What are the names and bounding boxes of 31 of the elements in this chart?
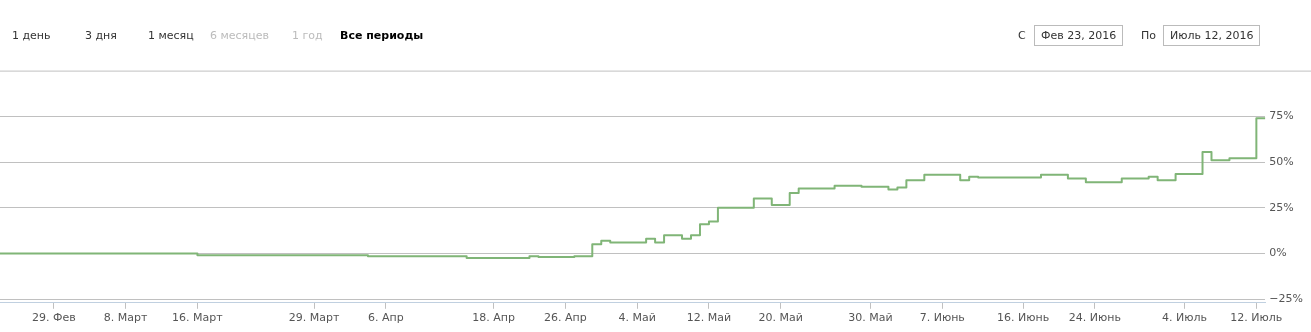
y-tick-label: 75%	[1269, 109, 1294, 123]
date-field: Фев 23, 2016	[1034, 25, 1124, 46]
text: 1 месяц	[148, 29, 194, 42]
x-tick-label: 6. Апр	[368, 311, 404, 325]
x-tick-label: 29. Март	[288, 311, 340, 325]
text: 3 дня	[85, 29, 117, 42]
text: 1 день	[12, 29, 51, 42]
y-tick-label: 25%	[1269, 200, 1294, 214]
x-tick-label: 20. Май	[758, 311, 803, 325]
x-tick-label: 29. Фев	[31, 311, 76, 325]
text: 1 год	[292, 29, 323, 42]
x-tick-label: 12. Июль	[1230, 311, 1283, 325]
text: По	[1141, 29, 1157, 42]
x-tick-label: 16. Март	[172, 311, 224, 325]
x-tick-label: 8. Март	[103, 311, 149, 325]
text: С	[1018, 29, 1026, 42]
text: Все периоды	[340, 29, 424, 42]
x-tick-label: 4. Май	[618, 311, 656, 325]
x-tick-label: 24. Июнь	[1068, 311, 1121, 325]
x-tick-label: 16. Июнь	[996, 311, 1050, 325]
x-tick-label: 18. Апр	[472, 311, 515, 325]
text: 6 месяцев	[210, 29, 269, 42]
x-tick-label: 12. Май	[686, 311, 732, 325]
x-tick-label: 4. Июль	[1162, 311, 1208, 325]
y-tick-label: 0%	[1269, 246, 1287, 260]
x-tick-label: 7. Июнь	[919, 311, 965, 325]
x-tick-label: 26. Апр	[544, 311, 587, 325]
date-field: Июль 12, 2016	[1163, 25, 1261, 46]
y-tick-label: 50%	[1269, 154, 1294, 168]
x-tick-label: 30. Май	[848, 311, 893, 325]
y-tick-label: −25%	[1269, 292, 1304, 305]
